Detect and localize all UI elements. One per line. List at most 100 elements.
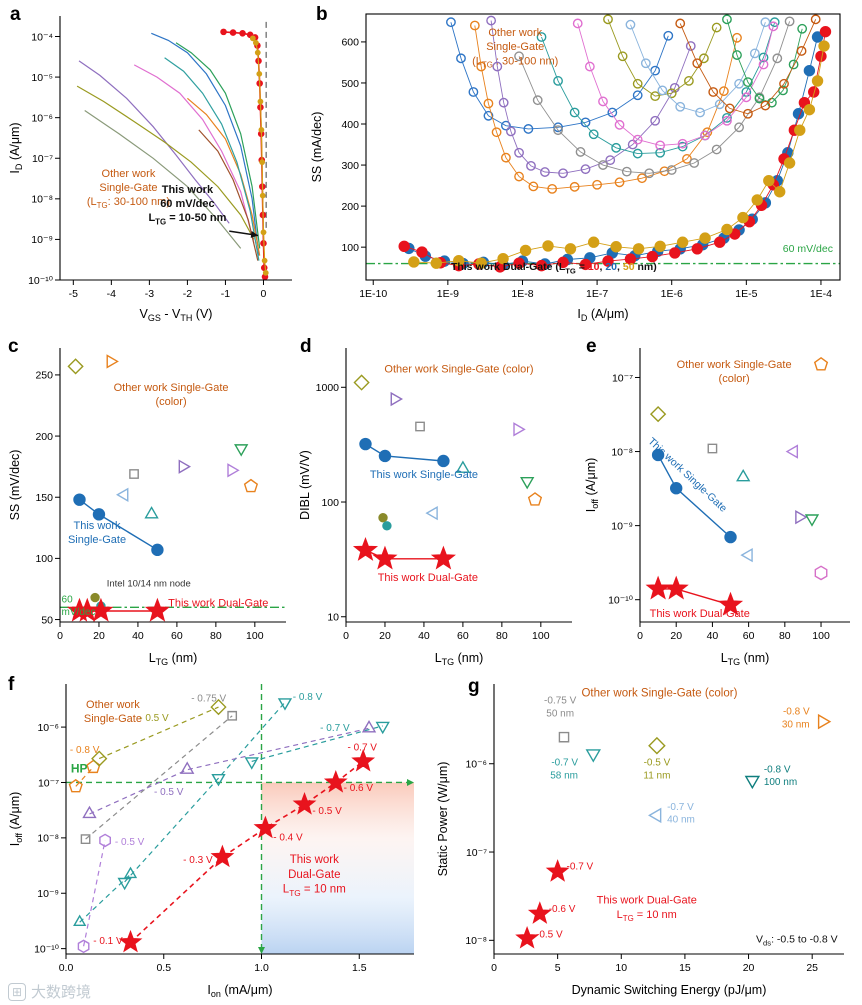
svg-text:mV/dec: mV/dec [62, 607, 96, 618]
svg-text:DIBL (mV/V): DIBL (mV/V) [298, 450, 312, 520]
svg-text:60: 60 [743, 630, 755, 642]
svg-text:(color): (color) [155, 396, 186, 408]
svg-text:250: 250 [35, 370, 53, 382]
svg-text:0: 0 [57, 630, 63, 642]
panel-f-label: f [8, 674, 15, 695]
svg-text:10⁻⁸: 10⁻⁸ [611, 446, 633, 458]
panel-e-label: e [586, 336, 597, 357]
panel-d: d Other work Single-Gate (color) This wor… [296, 332, 580, 670]
svg-text:- 0.4 V: - 0.4 V [273, 832, 303, 843]
svg-text:40: 40 [418, 630, 430, 642]
svg-text:10⁻⁸: 10⁻⁸ [465, 935, 487, 947]
svg-text:600: 600 [341, 37, 359, 49]
svg-text:10⁻⁶: 10⁻⁶ [37, 722, 59, 734]
svg-text:- 0.3 V: - 0.3 V [183, 855, 213, 866]
svg-text:40: 40 [132, 630, 144, 642]
panel-d-label: d [300, 336, 312, 357]
svg-text:60: 60 [457, 630, 469, 642]
svg-text:10⁻⁷: 10⁻⁷ [32, 153, 53, 165]
svg-text:100: 100 [35, 553, 53, 565]
svg-text:-0.6 V: -0.6 V [549, 904, 576, 915]
svg-text:- 0.5 V: - 0.5 V [139, 713, 169, 724]
svg-text:-4: -4 [107, 288, 116, 300]
svg-text:Other work Single-Gate (color): Other work Single-Gate (color) [581, 687, 737, 699]
svg-text:10: 10 [327, 612, 339, 624]
svg-text:-0.7 V: -0.7 V [551, 758, 578, 769]
svg-text:- 0.8 V: - 0.8 V [70, 745, 100, 756]
svg-text:LTG = 10 nm: LTG = 10 nm [283, 884, 346, 898]
watermark: ⊞ 大数跨境 [8, 981, 91, 1002]
svg-text:Static Power (W/μm): Static Power (W/μm) [436, 762, 450, 877]
panel-b-plot: Other work Single-Gate (LTG : 30-100 nm) 60… [310, 13, 841, 323]
watermark-logo-icon: ⊞ [8, 982, 26, 1001]
svg-text:LTG (nm): LTG (nm) [149, 651, 198, 667]
svg-text:500: 500 [341, 78, 359, 90]
svg-text:11 nm: 11 nm [643, 771, 670, 782]
svg-text:100: 100 [532, 630, 550, 642]
svg-text:LTG (nm): LTG (nm) [721, 651, 770, 667]
svg-text:300: 300 [341, 160, 359, 172]
svg-text:20: 20 [670, 630, 682, 642]
svg-text:This work Dual-Gate (LTG = 10: This work Dual-Gate (LTG = 10, 20, 50 nm… [451, 261, 657, 275]
svg-text:10⁻⁸: 10⁻⁸ [37, 833, 59, 845]
svg-text:80: 80 [210, 630, 222, 642]
svg-text:ID (A/μm): ID (A/μm) [8, 122, 24, 173]
svg-text:Single-Gate: Single-Gate [99, 182, 157, 194]
panel-e-plot: Other work Single-Gate(color)This work S… [584, 348, 850, 667]
svg-text:10⁻¹⁰: 10⁻¹⁰ [28, 275, 53, 287]
svg-text:50 nm: 50 nm [546, 708, 574, 719]
svg-text:This work Dual-Gate: This work Dual-Gate [168, 598, 268, 610]
panel-b: b Other work Single-Gate (LTG : 30-100 nm)… [308, 2, 856, 326]
svg-text:Vds: -0.5 to -0.8 V: Vds: -0.5 to -0.8 V [756, 933, 838, 947]
panel-a: a Other work Single-Gate (LTG: 30-100 nm) T… [6, 2, 302, 326]
svg-text:1E-9: 1E-9 [437, 288, 459, 300]
svg-text:100 nm: 100 nm [764, 777, 797, 788]
panel-c-plot: Other work Single-Gate (color) This work Si… [8, 348, 286, 667]
svg-text:(LTG : 30-100 nm): (LTG : 30-100 nm) [472, 55, 558, 69]
svg-text:80: 80 [779, 630, 791, 642]
panel-c-label: c [8, 336, 19, 357]
svg-text:LTG = 10-50 nm: LTG = 10-50 nm [148, 212, 226, 226]
svg-text:60 mV/dec: 60 mV/dec [783, 243, 833, 255]
svg-text:10⁻⁷: 10⁻⁷ [612, 372, 633, 384]
svg-text:Ion (mA/μm): Ion (mA/μm) [207, 983, 272, 999]
svg-text:20: 20 [379, 630, 391, 642]
svg-text:0: 0 [491, 962, 497, 974]
svg-text:This work Dual-Gate: This work Dual-Gate [597, 895, 697, 907]
svg-text:0: 0 [261, 288, 267, 300]
svg-text:-0.5 V: -0.5 V [644, 758, 671, 769]
svg-text:1E-7: 1E-7 [586, 288, 608, 300]
svg-text:This work Single-Gate: This work Single-Gate [370, 469, 478, 481]
svg-text:60: 60 [62, 594, 74, 605]
svg-text:20: 20 [93, 630, 105, 642]
svg-text:- 0.75 V: - 0.75 V [191, 693, 226, 704]
svg-text:This work: This work [73, 520, 121, 532]
svg-text:Single-Gate: Single-Gate [486, 41, 544, 53]
svg-text:Ioff (A/μm): Ioff (A/μm) [8, 792, 24, 847]
svg-text:15: 15 [679, 962, 691, 974]
svg-text:- 0.8 V: - 0.8 V [293, 692, 323, 703]
svg-text:Other work: Other work [86, 699, 140, 711]
panel-g-label: g [468, 676, 480, 697]
svg-text:10⁻⁹: 10⁻⁹ [37, 888, 59, 900]
svg-text:200: 200 [341, 201, 359, 213]
svg-text:Intel 10/14 nm node: Intel 10/14 nm node [107, 579, 191, 590]
panel-a-plot: Other work Single-Gate (LTG: 30-100 nm)Thi… [8, 16, 292, 323]
svg-text:1.5: 1.5 [352, 962, 367, 974]
svg-text:ID (A/μm): ID (A/μm) [577, 307, 628, 323]
svg-text:50: 50 [41, 614, 53, 626]
svg-text:10⁻⁷: 10⁻⁷ [38, 777, 59, 789]
svg-text:SS (mA/dec): SS (mA/dec) [310, 112, 324, 183]
svg-text:60: 60 [171, 630, 183, 642]
svg-text:-0.7 V: -0.7 V [567, 862, 594, 873]
panel-f-plot: Other work Single-Gate HP - 0.5 V - 0.75 V - … [8, 684, 414, 999]
svg-text:60 mV/dec: 60 mV/dec [160, 198, 214, 210]
panel-a-label: a [10, 4, 21, 25]
svg-text:100: 100 [246, 630, 264, 642]
svg-text:58 nm: 58 nm [550, 771, 578, 782]
svg-text:Other work Single-Gate (color): Other work Single-Gate (color) [384, 363, 533, 375]
svg-text:10⁻⁷: 10⁻⁷ [466, 847, 487, 859]
svg-text:1000: 1000 [316, 382, 340, 394]
svg-text:Other work: Other work [488, 27, 542, 39]
svg-text:This work Dual-Gate: This work Dual-Gate [650, 608, 750, 620]
